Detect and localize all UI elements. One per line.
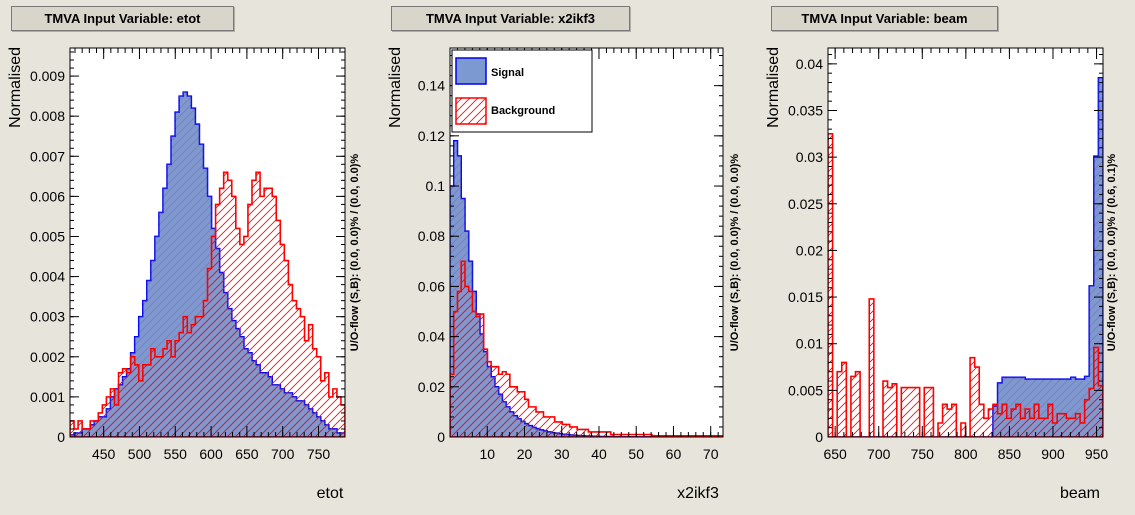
x-axis-title: etot: [317, 485, 344, 502]
y-tick-label: 0.02: [796, 242, 823, 258]
y-tick-label: 0.007: [30, 148, 65, 164]
legend-signal-swatch: [455, 57, 487, 85]
y-tick-label: 0.03: [796, 149, 823, 165]
overflow-label: U/O-flow (S,B): (0.0, 0.0)% / (0.6, 0.1)…: [1106, 154, 1118, 352]
x-tick-label: 750: [911, 446, 935, 462]
x-tick-label: 500: [128, 446, 152, 462]
histogram-panel-etot: 0 0.001 0.002 0.003 0.004 0.005 0.006 0.007 0.00…: [7, 47, 361, 502]
x-tick-label: 650: [235, 446, 259, 462]
x-tick-label: 700: [867, 446, 891, 462]
x-tick-label: 60: [666, 446, 682, 462]
y-tick-label: 0.035: [788, 103, 823, 119]
plot-title-beam: TMVA Input Variable: beam: [771, 6, 998, 31]
y-tick-label: 0.02: [418, 379, 445, 395]
plot-title-etot: TMVA Input Variable: etot: [11, 6, 234, 31]
x-tick-label: 650: [823, 446, 847, 462]
y-axis-title: Normalised: [7, 47, 24, 128]
plot-title-x2ikf3: TMVA Input Variable: x2ikf3: [391, 6, 630, 31]
y-tick-label: 0.14: [418, 78, 445, 94]
legend-background-label: Background: [491, 105, 555, 117]
x-tick-label: 40: [591, 446, 607, 462]
y-tick-label: 0.002: [30, 349, 65, 365]
y-tick-label: 0: [815, 429, 823, 445]
histogram-panel-beam: 0 0.005 0.01 0.015 0.02 0.025 0.03 0.035 0.04 650…: [765, 47, 1118, 502]
x-tick-label: 750: [307, 446, 331, 462]
y-tick-label: 0.004: [30, 269, 65, 285]
y-tick-label: 0.08: [418, 228, 445, 244]
x-tick-label: 10: [479, 446, 495, 462]
y-tick-label: 0.006: [30, 188, 65, 204]
x-tick-label: 700: [271, 446, 295, 462]
plot-frame: [69, 47, 346, 438]
x-tick-label: 450: [92, 446, 116, 462]
x-tick-label: 30: [554, 446, 570, 462]
plot-frame: [449, 47, 724, 438]
y-tick-label: 0.015: [788, 289, 823, 305]
legend-background-swatch: [455, 97, 487, 125]
background-histogram: [70, 171, 345, 437]
legend: Signal Background: [451, 49, 593, 133]
y-axis-title: Normalised: [765, 47, 782, 128]
y-tick-label: 0.009: [30, 68, 65, 84]
background-histogram: [828, 133, 1103, 437]
x-tick-label: 20: [517, 446, 533, 462]
y-tick-label: 0.04: [796, 56, 823, 72]
x-tick-label: 70: [703, 446, 719, 462]
y-tick-label: 0.005: [30, 228, 65, 244]
x-tick-label: 900: [1041, 446, 1065, 462]
x-tick-label: 800: [954, 446, 978, 462]
y-tick-label: 0.025: [788, 196, 823, 212]
y-tick-label: 0.1: [426, 178, 446, 194]
y-tick-label: 0.005: [788, 382, 823, 398]
y-tick-label: 0.12: [418, 128, 445, 144]
y-tick-label: 0: [437, 429, 445, 445]
y-tick-label: 0.04: [418, 329, 445, 345]
y-tick-label: 0.003: [30, 309, 65, 325]
x-axis-title: x2ikf3: [677, 485, 719, 502]
overflow-label: U/O-flow (S,B): (0.0, 0.0)% / (0.0, 0.0)…: [729, 154, 741, 352]
y-tick-label: 0.001: [30, 389, 65, 405]
x-tick-label: 50: [628, 446, 644, 462]
y-tick-label: 0.01: [796, 336, 823, 352]
x-tick-label: 550: [164, 446, 188, 462]
y-tick-label: 0: [57, 429, 65, 445]
x-axis-title: beam: [1060, 485, 1100, 502]
x-tick-label: 950: [1085, 446, 1109, 462]
x-tick-label: 600: [199, 446, 223, 462]
y-axis-title: Normalised: [387, 47, 404, 128]
legend-signal-label: Signal: [491, 67, 524, 79]
x-tick-label: 850: [998, 446, 1022, 462]
overflow-label: U/O-flow (S,B): (0.0, 0.0)% / (0.0, 0.0)…: [349, 154, 361, 352]
y-tick-label: 0.06: [418, 278, 445, 294]
y-tick-label: 0.008: [30, 108, 65, 124]
